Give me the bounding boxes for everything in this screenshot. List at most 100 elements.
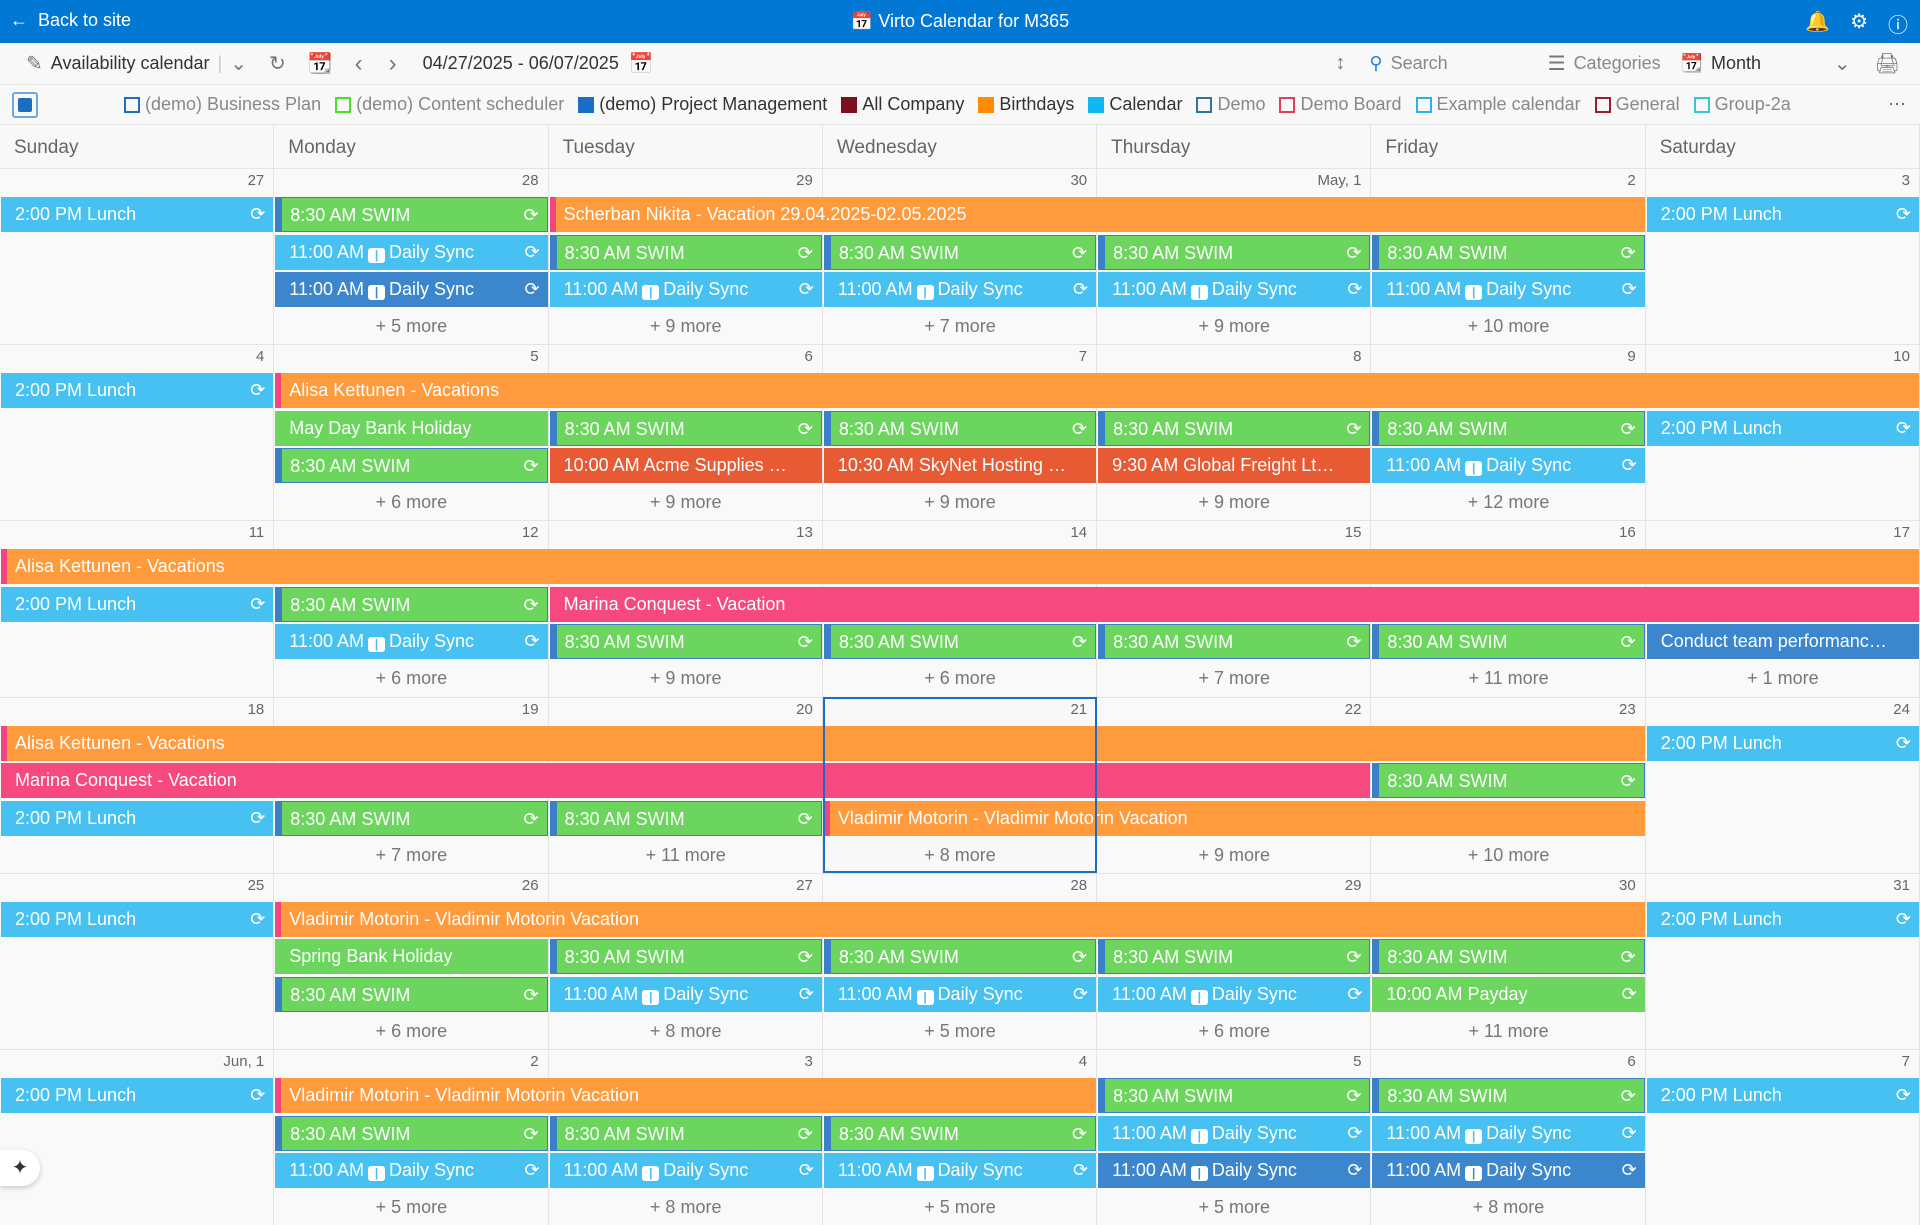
event-holiday[interactable]: Spring Bank Holiday bbox=[275, 939, 548, 975]
more-events-link[interactable]: + 8 more bbox=[649, 1020, 722, 1041]
more-options-icon[interactable]: ⋯ bbox=[1888, 94, 1906, 114]
legend-item[interactable]: Demo bbox=[1196, 94, 1265, 115]
event-sync[interactable]: 11:00 AM | Daily Sync ⟳ bbox=[549, 272, 822, 307]
day-cell[interactable] bbox=[1645, 696, 1920, 873]
legend-item[interactable]: All Company bbox=[841, 94, 964, 115]
event-swim[interactable]: 8:30 AM SWIM ⟳ bbox=[275, 197, 548, 232]
event-swim[interactable]: 8:30 AM SWIM ⟳ bbox=[1372, 939, 1645, 975]
event-lunch[interactable]: 2:00 PM Lunch ⟳ bbox=[1, 800, 274, 836]
more-events-link[interactable]: + 10 more bbox=[1467, 316, 1550, 336]
event-task[interactable]: Conduct team performance r... bbox=[1646, 624, 1919, 660]
search-input[interactable]: ⚲ Search bbox=[1369, 53, 1448, 73]
legend-item[interactable]: General bbox=[1594, 94, 1680, 115]
event-swim[interactable]: 8:30 AM SWIM ⟳ bbox=[1098, 410, 1371, 446]
more-events-link[interactable]: + 10 more bbox=[1467, 844, 1550, 865]
more-events-link[interactable]: + 6 more bbox=[924, 668, 996, 689]
back-to-site-link[interactable]: ← Back to site bbox=[10, 10, 132, 30]
event-swim[interactable]: 8:30 AM SWIM ⟳ bbox=[275, 448, 548, 484]
event-vacation[interactable]: Scherban Nikita - Vacation 29.04.2025-02… bbox=[549, 197, 1645, 232]
day-cell[interactable] bbox=[0, 1049, 275, 1225]
legend-item[interactable]: Group-2a bbox=[1693, 94, 1791, 115]
more-events-link[interactable]: + 5 more bbox=[1198, 1197, 1271, 1217]
more-events-link[interactable]: + 6 more bbox=[375, 492, 448, 513]
more-events-link[interactable]: + 5 more bbox=[924, 1020, 996, 1041]
event-sync[interactable]: 11:00 AM | Daily Sync ⟳ bbox=[823, 1153, 1097, 1188]
legend-item[interactable]: Calendar bbox=[1088, 94, 1182, 115]
more-events-link[interactable]: + 9 more bbox=[649, 492, 722, 513]
event-swim[interactable]: 8:30 AM SWIM ⟳ bbox=[1098, 1078, 1371, 1113]
day-cell[interactable] bbox=[0, 168, 275, 345]
event-swim[interactable]: 8:30 AM SWIM ⟳ bbox=[549, 939, 822, 975]
event-sync[interactable]: 11:00 AM | Daily Sync ⟳ bbox=[1372, 448, 1645, 484]
more-events-link[interactable]: + 7 more bbox=[924, 316, 996, 336]
event-swim[interactable]: 8:30 AM SWIM ⟳ bbox=[275, 586, 548, 622]
event-swim[interactable]: 8:30 AM SWIM ⟳ bbox=[275, 976, 548, 1012]
event-swim[interactable]: 8:30 AM SWIM ⟳ bbox=[1098, 939, 1371, 975]
refresh-icon[interactable]: ↻ bbox=[268, 53, 286, 75]
event-customer[interactable]: 10:30 AM SkyNet Hosting IN... bbox=[823, 448, 1097, 484]
event-sync[interactable]: 11:00 AM | Daily Sync ⟳ bbox=[1098, 976, 1371, 1012]
event-swim[interactable]: 8:30 AM SWIM ⟳ bbox=[1372, 234, 1645, 270]
more-events-link[interactable]: + 9 more bbox=[1198, 844, 1271, 865]
event-sync[interactable]: 11:00 AM | Daily Sync ⟳ bbox=[823, 272, 1097, 307]
event-swim[interactable]: 8:30 AM SWIM ⟳ bbox=[1372, 1078, 1645, 1113]
more-events-link[interactable]: + 1 more bbox=[1747, 668, 1819, 689]
help-icon[interactable]: ⓘ bbox=[1888, 15, 1908, 37]
categories-button[interactable]: ☰ Categories bbox=[1547, 53, 1661, 75]
event-holiday[interactable]: May Day Bank Holiday bbox=[275, 410, 548, 446]
event-swim[interactable]: 8:30 AM SWIM ⟳ bbox=[823, 234, 1097, 270]
event-swim[interactable]: 8:30 AM SWIM ⟳ bbox=[1372, 624, 1645, 660]
more-events-link[interactable]: + 11 more bbox=[1468, 1020, 1549, 1041]
day-cell[interactable] bbox=[1645, 872, 1920, 1049]
event-payday[interactable]: 10:00 AM Payday ⟳ bbox=[1372, 976, 1645, 1012]
legend-item[interactable]: Birthdays bbox=[978, 94, 1074, 115]
more-events-link[interactable]: + 7 more bbox=[1198, 668, 1271, 689]
event-sync[interactable]: 11:00 AM | Daily Sync ⟳ bbox=[1098, 1115, 1371, 1151]
more-events-link[interactable]: + 9 more bbox=[924, 492, 996, 513]
event-sync[interactable]: 11:00 AM | Daily Sync ⟳ bbox=[275, 624, 548, 660]
more-events-link[interactable]: + 8 more bbox=[1472, 1197, 1545, 1217]
print-icon[interactable]: 🖨 bbox=[1874, 53, 1900, 75]
event-sync_dark[interactable]: 11:00 AM | Daily Sync ⟳ bbox=[1372, 1153, 1645, 1188]
legend-item[interactable]: Demo Board bbox=[1279, 94, 1402, 115]
gear-icon[interactable]: ⚙ bbox=[1850, 11, 1868, 33]
event-lunch[interactable]: 2:00 PM Lunch ⟳ bbox=[1, 197, 274, 232]
event-customer[interactable]: 9:30 AM Global Freight Ltd.I ... bbox=[1098, 448, 1371, 484]
select-all-checkbox[interactable] bbox=[12, 92, 38, 118]
date-picker-icon[interactable]: 📅 bbox=[628, 53, 654, 75]
more-events-link[interactable]: + 6 more bbox=[1198, 1020, 1271, 1041]
chevron-down-icon[interactable]: ⌄ bbox=[230, 53, 247, 75]
event-swim[interactable]: 8:30 AM SWIM ⟳ bbox=[1372, 410, 1645, 446]
previous-icon[interactable]: ‹ bbox=[354, 49, 363, 77]
more-events-link[interactable]: + 9 more bbox=[1198, 316, 1271, 336]
event-lunch[interactable]: 2:00 PM Lunch ⟳ bbox=[1646, 725, 1919, 761]
legend-item[interactable]: (demo) Content scheduler bbox=[335, 94, 564, 115]
event-marina[interactable]: Marina Conquest - Vacation bbox=[1, 763, 1371, 799]
more-events-link[interactable]: + 5 more bbox=[924, 1197, 996, 1217]
legend-item[interactable]: Example calendar bbox=[1415, 94, 1581, 115]
event-swim[interactable]: 8:30 AM SWIM ⟳ bbox=[1372, 763, 1645, 799]
day-cell[interactable] bbox=[1645, 168, 1920, 345]
event-vacation[interactable]: Vladimir Motorin - Vladimir Motorin Vaca… bbox=[823, 800, 1645, 836]
event-lunch[interactable]: 2:00 PM Lunch ⟳ bbox=[1, 1078, 274, 1113]
event-swim[interactable]: 8:30 AM SWIM ⟳ bbox=[549, 624, 822, 660]
event-vacation[interactable]: Vladimir Motorin - Vladimir Motorin Vaca… bbox=[275, 1078, 1097, 1113]
day-cell[interactable] bbox=[0, 344, 275, 521]
event-sync[interactable]: 11:00 AM | Daily Sync ⟳ bbox=[1372, 1115, 1645, 1151]
legend-item[interactable]: (demo) Business Plan bbox=[124, 94, 321, 115]
legend-item[interactable]: (demo) Project Management bbox=[578, 94, 827, 115]
event-marina[interactable]: Marina Conquest - Vacation bbox=[549, 586, 1919, 622]
more-events-link[interactable]: + 9 more bbox=[649, 316, 722, 336]
ai-sparkle-button[interactable]: ✦ bbox=[0, 1150, 40, 1186]
event-swim[interactable]: 8:30 AM SWIM ⟳ bbox=[549, 410, 822, 446]
event-sync[interactable]: 11:00 AM | Daily Sync ⟳ bbox=[549, 1153, 822, 1188]
more-events-link[interactable]: + 8 more bbox=[649, 1197, 722, 1217]
event-sync[interactable]: 11:00 AM | Daily Sync ⟳ bbox=[1372, 272, 1645, 307]
more-events-link[interactable]: + 5 more bbox=[375, 316, 448, 336]
day-cell[interactable] bbox=[0, 872, 275, 1049]
more-events-link[interactable]: + 6 more bbox=[375, 668, 448, 689]
event-sync_dark[interactable]: 11:00 AM | Daily Sync ⟳ bbox=[275, 272, 548, 307]
more-events-link[interactable]: + 12 more bbox=[1467, 492, 1550, 513]
more-events-link[interactable]: + 5 more bbox=[375, 1197, 448, 1217]
next-icon[interactable]: › bbox=[388, 49, 397, 77]
